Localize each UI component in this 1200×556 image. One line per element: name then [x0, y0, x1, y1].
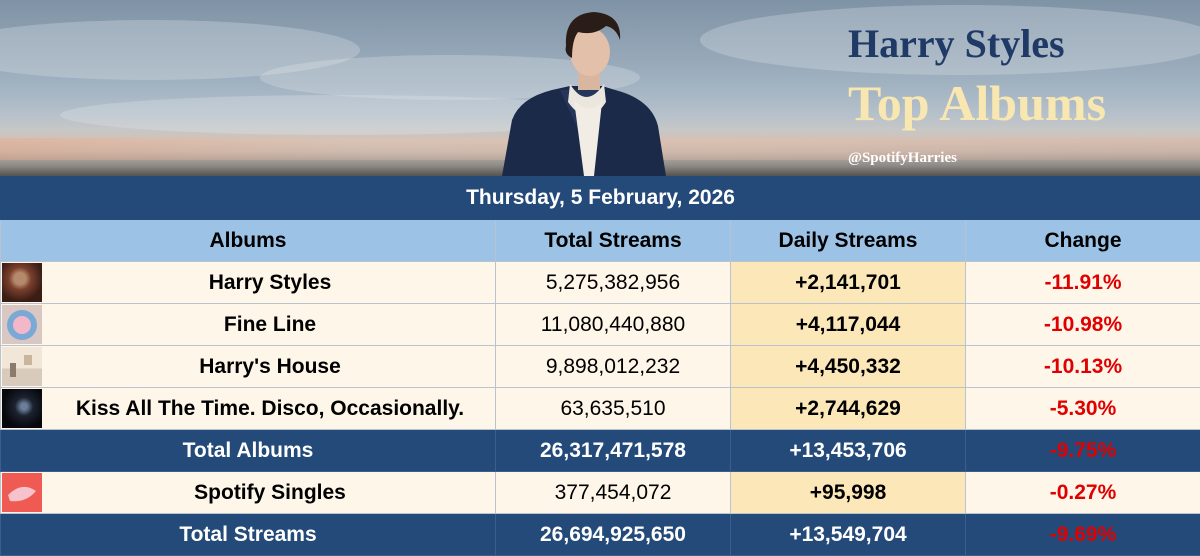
daily-streams-value: +2,141,701: [731, 262, 966, 304]
change-value: -11.91%: [966, 262, 1200, 304]
chart-subtitle: Top Albums: [848, 74, 1106, 132]
harrys-house-cover-icon: [2, 347, 42, 386]
total-streams-change: -9.69%: [966, 514, 1200, 556]
total-streams-row: Total Streams 26,694,925,650 +13,549,704…: [1, 514, 1200, 556]
column-header-daily-streams: Daily Streams: [731, 220, 966, 262]
header-banner: Harry Styles Top Albums @SpotifyHarries: [0, 0, 1200, 176]
total-albums-daily: +13,453,706: [731, 430, 966, 472]
album-name: Fine Line: [224, 313, 316, 336]
total-albums-streams: 26,317,471,578: [496, 430, 731, 472]
total-albums-change: -9.75%: [966, 430, 1200, 472]
twitter-handle: @SpotifyHarries: [848, 150, 957, 167]
harry-styles-cover-icon: [2, 263, 42, 302]
daily-streams-value: +2,744,629: [731, 388, 966, 430]
table-row: Spotify Singles 377,454,072 +95,998 -0.2…: [1, 472, 1200, 514]
album-name: Harry Styles: [209, 271, 332, 294]
fine-line-cover-icon: [2, 305, 42, 344]
singles-name-cell: Spotify Singles: [1, 472, 496, 514]
change-value: -5.30%: [966, 388, 1200, 430]
total-albums-row: Total Albums 26,317,471,578 +13,453,706 …: [1, 430, 1200, 472]
album-name: Kiss All The Time. Disco, Occasionally.: [76, 397, 464, 420]
change-value: -10.13%: [966, 346, 1200, 388]
singles-cover-icon: [2, 473, 42, 512]
total-streams-label: Total Streams: [1, 514, 496, 556]
album-name-cell: Fine Line: [1, 304, 496, 346]
daily-streams-value: +4,450,332: [731, 346, 966, 388]
total-streams-all: 26,694,925,650: [496, 514, 731, 556]
table-row: Harry's House 9,898,012,232 +4,450,332 -…: [1, 346, 1200, 388]
album-name: Harry's House: [199, 355, 341, 378]
table-row: Harry Styles 5,275,382,956 +2,141,701 -1…: [1, 262, 1200, 304]
total-streams-value: 11,080,440,880: [496, 304, 731, 346]
date-row: Thursday, 5 February, 2026: [1, 177, 1200, 220]
singles-daily-streams: +95,998: [731, 472, 966, 514]
change-value: -10.98%: [966, 304, 1200, 346]
album-name-cell: Kiss All The Time. Disco, Occasionally.: [1, 388, 496, 430]
singles-total-streams: 377,454,072: [496, 472, 731, 514]
artist-title: Harry Styles: [848, 20, 1065, 67]
total-streams-value: 63,635,510: [496, 388, 731, 430]
column-header-total-streams: Total Streams: [496, 220, 731, 262]
kiss-all-the-time-cover-icon: [2, 389, 42, 428]
column-header-albums: Albums: [1, 220, 496, 262]
total-albums-label: Total Albums: [1, 430, 496, 472]
singles-change: -0.27%: [966, 472, 1200, 514]
singles-name: Spotify Singles: [194, 481, 346, 504]
streams-table: Thursday, 5 February, 2026 Albums Total …: [0, 176, 1200, 556]
total-streams-value: 5,275,382,956: [496, 262, 731, 304]
table-row: Kiss All The Time. Disco, Occasionally. …: [1, 388, 1200, 430]
report-date: Thursday, 5 February, 2026: [1, 177, 1200, 220]
artist-photo: [490, 10, 680, 176]
daily-streams-value: +4,117,044: [731, 304, 966, 346]
table-row: Fine Line 11,080,440,880 +4,117,044 -10.…: [1, 304, 1200, 346]
album-name-cell: Harry's House: [1, 346, 496, 388]
column-header-change: Change: [966, 220, 1200, 262]
column-header-row: Albums Total Streams Daily Streams Chang…: [1, 220, 1200, 262]
total-streams-daily: +13,549,704: [731, 514, 966, 556]
total-streams-value: 9,898,012,232: [496, 346, 731, 388]
album-name-cell: Harry Styles: [1, 262, 496, 304]
